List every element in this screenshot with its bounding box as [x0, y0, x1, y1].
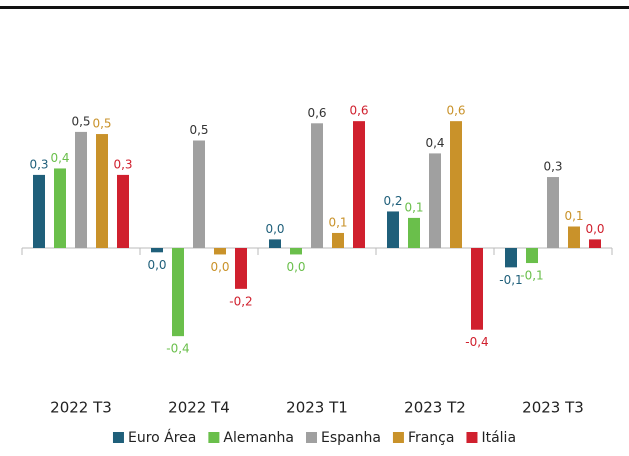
legend-label: Alemanha: [223, 430, 294, 446]
bar: [311, 123, 323, 248]
data-label: 0,2: [383, 194, 402, 208]
data-label: 0,0: [147, 258, 166, 272]
data-label: 0,5: [71, 114, 90, 128]
data-label: -0,1: [520, 269, 543, 283]
bar: [450, 121, 462, 248]
legend-label: Itália: [481, 430, 516, 446]
top-rule: [0, 6, 629, 9]
data-label: 0,6: [307, 106, 326, 120]
legend-label: Euro Área: [128, 429, 196, 446]
bar: [117, 174, 129, 248]
bar: [151, 248, 163, 253]
bar: [172, 248, 184, 337]
legend-label: França: [408, 430, 455, 446]
bar: [353, 121, 365, 248]
bar: [568, 226, 580, 248]
bar: [547, 177, 559, 248]
data-label: -0,4: [465, 335, 488, 349]
legend-swatch: [208, 432, 220, 443]
data-label: 0,3: [543, 160, 562, 174]
bar: [75, 131, 87, 248]
data-label: -0,1: [499, 273, 522, 287]
data-label: 0,0: [210, 260, 229, 274]
data-label: 0,6: [446, 104, 465, 118]
data-label: 0,1: [328, 215, 347, 229]
legend-label: Espanha: [321, 430, 381, 446]
bar: [589, 239, 601, 248]
bar: [408, 217, 420, 248]
data-label: 0,0: [286, 260, 305, 274]
data-label: 0,5: [92, 117, 111, 131]
bar: [33, 174, 45, 248]
legend-swatch: [112, 432, 124, 443]
data-label: 0,4: [425, 136, 444, 150]
data-label: 0,1: [404, 200, 423, 214]
data-label: 0,3: [113, 157, 132, 171]
bar: [235, 248, 247, 289]
x-tick-label: 2022 T3: [50, 399, 112, 417]
bar: [526, 248, 538, 264]
legend-swatch: [466, 432, 478, 443]
bar: [471, 248, 483, 330]
x-tick-label: 2023 T3: [522, 399, 584, 417]
data-label: 0,0: [585, 222, 604, 236]
data-label: 0,6: [349, 104, 368, 118]
bar: [96, 134, 108, 248]
legend-swatch: [306, 432, 317, 443]
bar: [429, 153, 441, 248]
legend-swatch: [392, 432, 404, 443]
x-tick-label: 2022 T4: [168, 399, 230, 417]
bar: [505, 248, 517, 268]
data-label: 0,5: [189, 123, 208, 137]
bar: [214, 248, 226, 255]
bar: [332, 232, 344, 248]
data-label: -0,2: [229, 294, 252, 308]
x-tick-label: 2023 T2: [404, 399, 466, 417]
data-label: 0,4: [50, 151, 69, 165]
data-label: 0,0: [265, 222, 284, 236]
bar: [387, 211, 399, 248]
bar: [54, 168, 66, 248]
bar: [269, 239, 281, 248]
data-label: 0,3: [29, 157, 48, 171]
data-label: -0,4: [166, 342, 189, 356]
bar: [290, 248, 302, 255]
bar: [193, 140, 205, 248]
x-tick-label: 2023 T1: [286, 399, 348, 417]
data-label: 0,1: [564, 209, 583, 223]
